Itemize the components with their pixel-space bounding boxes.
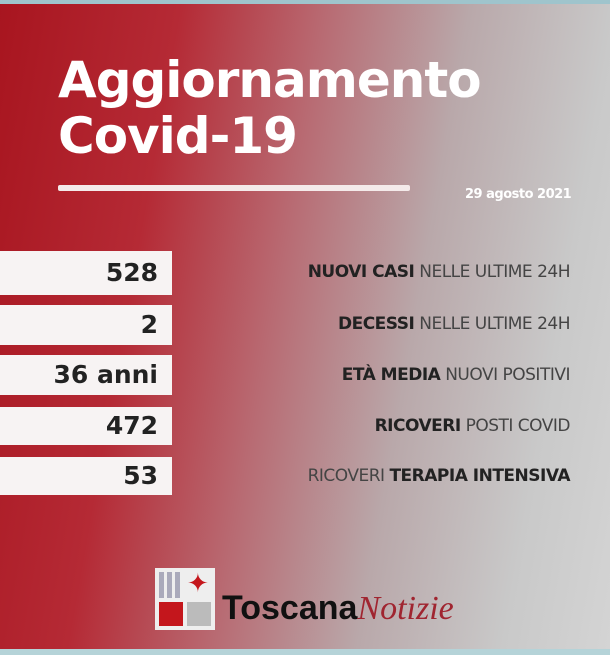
stat-label-new-cases: NUOVI CASI NELLE ULTIME 24H [307,262,571,282]
stat-value-average-age: 36 anni [0,355,172,395]
stat-value-intensive-care: 53 [0,457,172,495]
stat-value-new-cases: 528 [0,251,172,295]
screen-edge [0,0,610,4]
toscana-notizie-logo-icon: ✦ [155,568,215,630]
brand-name: ToscanaNotizie [222,589,454,627]
stat-label-average-age: ETÀ MEDIA NUOVI POSITIVI [341,365,571,385]
stat-label-intensive-care: RICOVERI TERAPIA INTENSIVA [307,466,571,486]
date: 29 agosto 2021 [465,187,572,202]
screen-edge-bottom [0,649,610,655]
title-line-1: Aggiornamento [58,51,482,109]
stat-value-deaths: 2 [0,305,172,345]
title-line-2: Covid-19 [58,107,298,165]
stat-label-hospitalized: RICOVERI POSTI COVID [374,416,571,436]
stat-label-deaths: DECESSI NELLE ULTIME 24H [337,314,571,334]
page-title: Aggiornamento Covid-19 [58,51,482,165]
stat-value-hospitalized: 472 [0,407,172,445]
title-underline [58,185,410,191]
